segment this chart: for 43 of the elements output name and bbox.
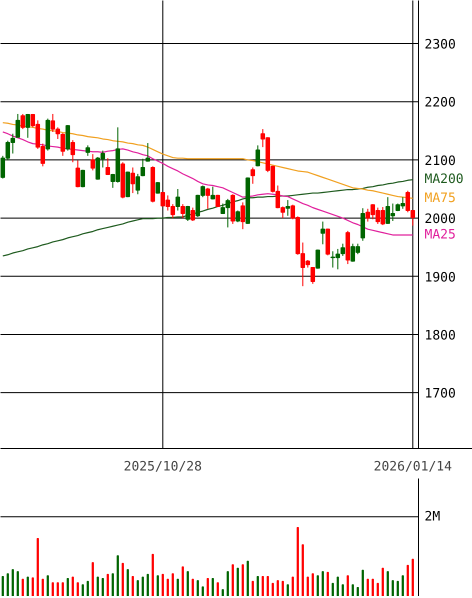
y-tick-label: 2100 — [424, 154, 456, 169]
candlestick — [316, 249, 320, 270]
candlestick — [176, 188, 180, 212]
y-tick-label: 1700 — [424, 386, 456, 402]
candlestick — [70, 140, 76, 163]
candlestick — [206, 187, 210, 210]
candlestick — [146, 142, 150, 162]
candlestick — [90, 154, 96, 171]
y-tick-label: 1800 — [424, 328, 456, 344]
candlestick — [106, 158, 110, 176]
candlestick — [130, 166, 136, 194]
candlestick — [76, 160, 80, 188]
candlestick — [210, 186, 216, 200]
candlestick — [16, 113, 20, 138]
y-tick-label: 2000 — [424, 212, 456, 228]
candlestick — [140, 158, 146, 177]
candlestick — [286, 200, 290, 216]
y-tick-label: 2300 — [424, 38, 456, 53]
series-label: MA75 — [424, 190, 456, 206]
candlestick — [86, 144, 90, 156]
x-tick-label: 2026/01/14 — [374, 460, 452, 474]
candlestick — [66, 124, 70, 152]
candlestick — [180, 204, 186, 219]
candlestick — [236, 210, 240, 223]
candlestick — [320, 221, 326, 245]
candlestick — [190, 207, 196, 222]
candlestick — [240, 202, 246, 230]
candlestick — [80, 169, 86, 188]
series-label: MA200 — [424, 172, 464, 188]
y-tick-label: 2200 — [424, 96, 456, 111]
candlestick — [256, 144, 260, 167]
candlestick — [136, 173, 140, 195]
line-series — [2, 179, 414, 257]
ref-line-label: 2M — [424, 509, 440, 524]
candlestick — [20, 113, 26, 130]
candlestick — [26, 113, 30, 138]
candlestick — [60, 132, 66, 156]
candlestick — [186, 205, 190, 222]
x-tick-label: 2025/10/28 — [124, 460, 202, 474]
series-label: MA25 — [424, 227, 456, 242]
y-tick-label: 1900 — [424, 270, 456, 286]
candlestick — [250, 166, 256, 184]
candlestick — [310, 266, 316, 284]
